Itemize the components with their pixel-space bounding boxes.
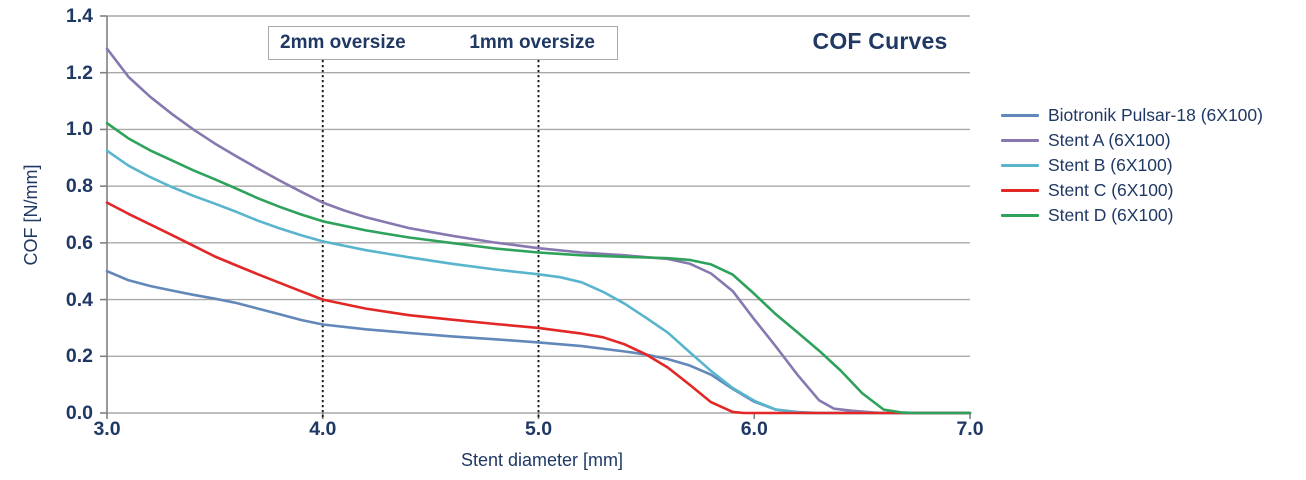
legend-label-pulsar-18: Biotronik Pulsar-18 (6X100) xyxy=(1048,105,1263,125)
y-tick-label-0.2: 0.2 xyxy=(65,345,93,368)
legend: Biotronik Pulsar-18 (6X100) Stent A (6X10… xyxy=(1001,103,1263,228)
y-tick-label-0.0: 0.0 xyxy=(65,402,93,424)
legend-swatch-pulsar-18 xyxy=(1001,113,1039,118)
y-tick-label-1.2: 1.2 xyxy=(65,61,93,84)
legend-item-stent-d: Stent D (6X100) xyxy=(1001,203,1263,228)
y-axis-title: COF [N/mm] xyxy=(21,164,41,266)
legend-label-stent-a: Stent A (6X100) xyxy=(1048,130,1171,150)
legend-swatch-stent-d xyxy=(1001,213,1039,218)
curve-stent-b xyxy=(105,149,972,415)
x-tick-label-6.0: 6.0 xyxy=(740,418,768,440)
x-tick-label-3.0: 3.0 xyxy=(93,418,121,440)
y-tick-label-1.4: 1.4 xyxy=(65,5,93,27)
legend-label-stent-c: Stent C (6X100) xyxy=(1048,180,1174,200)
chart-title: COF Curves xyxy=(812,28,948,54)
y-tick-label-1.0: 1.0 xyxy=(65,118,93,141)
legend-label-stent-b: Stent B (6X100) xyxy=(1048,155,1173,175)
legend-swatch-stent-c xyxy=(1001,188,1039,193)
legend-swatch-stent-a xyxy=(1001,138,1039,143)
legend-item-stent-a: Stent A (6X100) xyxy=(1001,128,1263,153)
curve-stent-a xyxy=(105,47,972,415)
y-tick-label-0.8: 0.8 xyxy=(65,175,93,198)
annotation-2mm-oversize-label: 2mm oversize xyxy=(280,32,406,53)
x-tick-label-5.0: 5.0 xyxy=(524,418,553,440)
x-axis-title: Stent diameter [mm] xyxy=(460,450,624,470)
x-tick-label-4.0: 4.0 xyxy=(309,418,337,440)
x-tick-label-7.0: 7.0 xyxy=(956,418,984,440)
legend-item-pulsar-18: Biotronik Pulsar-18 (6X100) xyxy=(1001,103,1263,128)
y-tick-label-0.4: 0.4 xyxy=(65,288,93,311)
annotation-1mm-oversize-label: 1mm oversize xyxy=(469,32,595,53)
legend-item-stent-c: Stent C (6X100) xyxy=(1001,178,1263,203)
legend-swatch-stent-b xyxy=(1001,163,1039,168)
legend-label-stent-d: Stent D (6X100) xyxy=(1048,205,1174,225)
y-tick-label-0.6: 0.6 xyxy=(65,231,93,254)
curve-stent-c xyxy=(105,201,972,415)
legend-item-stent-b: Stent B (6X100) xyxy=(1001,153,1263,178)
oversize-annotation-box: 2mm oversize 1mm oversize xyxy=(268,26,618,60)
curve-stent-d xyxy=(105,121,972,415)
